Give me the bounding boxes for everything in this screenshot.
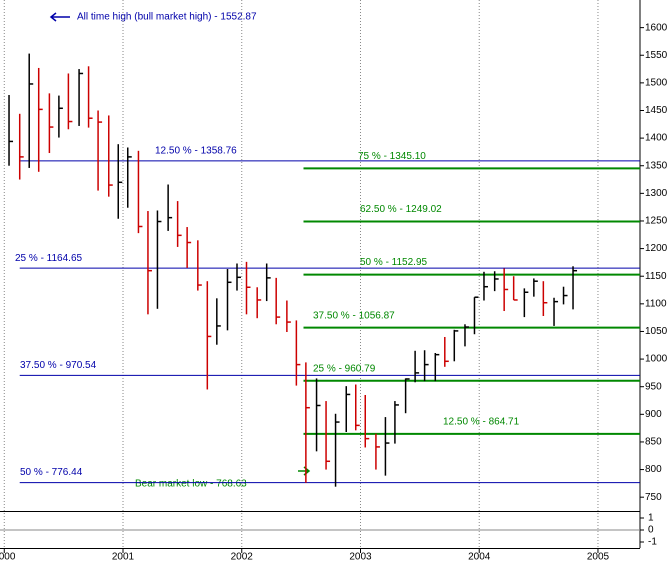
high-arrow [49, 12, 70, 22]
y-tick-label: 950 [645, 381, 662, 392]
y-tick-label: 1250 [645, 216, 668, 227]
indicator-tick-label: 0 [648, 525, 654, 536]
y-tick-label: 1050 [645, 326, 668, 337]
y-tick-label: 850 [645, 437, 662, 448]
y-tick-label: 1550 [645, 50, 668, 61]
y-tick-label: 800 [645, 464, 662, 475]
fib-label: 25 % - 960.79 [313, 363, 376, 374]
indicator-tick-label: 1 [648, 513, 654, 524]
x-tick-label: 2000 [0, 552, 16, 563]
y-tick-label: 1500 [645, 78, 668, 89]
y-tick-label: 1100 [645, 298, 667, 309]
y-tick-label: 1300 [645, 188, 668, 199]
fib-label: 37.50 % - 1056.87 [313, 310, 395, 321]
x-tick-label: 2002 [231, 552, 254, 563]
x-tick-label: 2005 [587, 552, 610, 563]
fib-label: 25 % - 1164.65 [15, 253, 83, 264]
x-tick-label: 2001 [112, 552, 135, 563]
fib-label: 37.50 % - 970.54 [20, 360, 97, 371]
fib-label: 12.50 % - 864.71 [443, 416, 520, 427]
x-tick-label: 2004 [468, 552, 491, 563]
fib-label: 50 % - 776.44 [20, 467, 83, 478]
y-tick-label: 1000 [645, 354, 668, 365]
x-tick-label: 2003 [349, 552, 372, 563]
fib-label: 50 % - 1152.95 [360, 257, 428, 268]
y-tick-label: 750 [645, 492, 662, 503]
annotation: Bear market low - 768.63 [135, 479, 247, 490]
y-tick-label: 1600 [645, 22, 668, 33]
y-tick-label: 1400 [645, 133, 668, 144]
y-tick-label: 1450 [645, 105, 668, 116]
fib-label: 12.50 % - 1358.76 [155, 146, 237, 157]
annotation: All time high (bull market high) - 1552.… [77, 12, 257, 23]
fib-label: 75 % - 1345.10 [358, 151, 426, 162]
y-tick-label: 1150 [645, 271, 667, 282]
indicator-tick-label: -1 [648, 537, 657, 548]
y-tick-label: 1200 [645, 243, 668, 254]
fib-label: 62.50 % - 1249.02 [360, 204, 442, 215]
y-tick-label: 900 [645, 409, 662, 420]
y-tick-label: 1350 [645, 160, 668, 171]
